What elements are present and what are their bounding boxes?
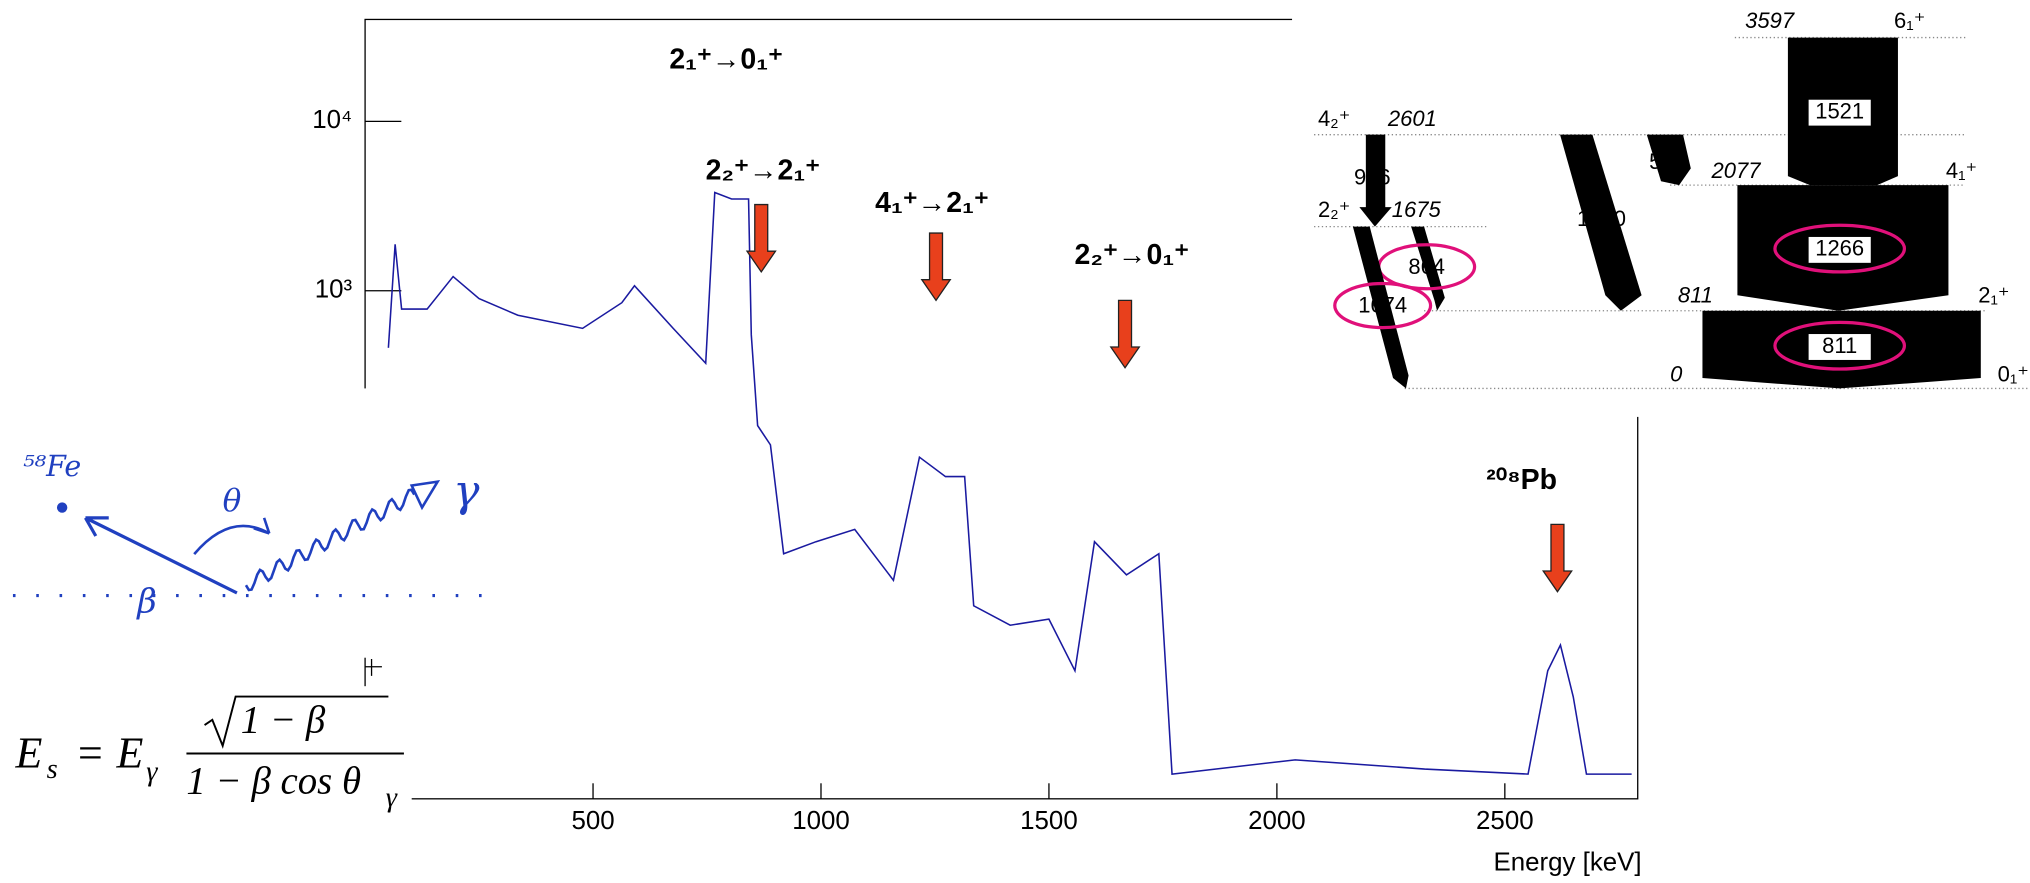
level-spin: 4₁⁺ — [1946, 158, 1977, 183]
x-tick-label: 1500 — [1020, 807, 1078, 835]
x-tick-label: 1000 — [792, 807, 850, 835]
level-spin: 6₁⁺ — [1894, 8, 1925, 33]
label-box — [1808, 99, 1871, 126]
formula-part: s — [47, 754, 58, 785]
annotation: 2₂⁺→0₁⁺ — [1075, 239, 1190, 271]
x-tick-label: 2500 — [1476, 807, 1534, 835]
transition-label: 1674 — [1358, 293, 1407, 318]
spectrum-line — [387, 191, 1632, 775]
level-energy: 2077 — [1711, 158, 1762, 183]
formula-part: = — [75, 728, 105, 777]
photon-wave — [244, 488, 416, 592]
transition-label: 1790 — [1577, 206, 1626, 231]
annotation: 2₂⁺→2₁⁺ — [706, 155, 821, 187]
formula-part: E — [116, 728, 144, 777]
transition-label: 1521 — [1815, 98, 1864, 123]
formula-part: γ — [386, 783, 398, 814]
transition — [1359, 134, 1392, 227]
axis-fragment — [365, 659, 382, 676]
arrow — [745, 203, 777, 274]
photon-head — [409, 479, 441, 511]
y-tick-label: 10³ — [315, 276, 353, 304]
level-energy: 3597 — [1745, 8, 1795, 33]
spectrum-plot: 500 1000 1500 2000 2500 10³ 10⁴ Energy [keV] 2₁⁺… — [312, 18, 1642, 876]
highlight-ring — [1333, 281, 1433, 330]
level-energy: 0 — [1670, 361, 1683, 386]
level-energy: 2601 — [1387, 106, 1437, 131]
transition-label: 864 — [1408, 254, 1445, 279]
y-tick-label: 10⁴ — [312, 106, 352, 134]
formula-part: 1 − β — [241, 699, 326, 742]
level-energy: 811 — [1678, 282, 1713, 307]
level-spin: 4₂⁺ — [1318, 106, 1350, 131]
velocity-arrow — [84, 516, 238, 595]
transition — [1352, 226, 1409, 389]
sketch-label: β — [135, 581, 156, 620]
transition-label: 1266 — [1815, 236, 1864, 261]
highlight-ring — [1773, 320, 1907, 371]
level-spin: 2₁⁺ — [1978, 282, 2009, 307]
overlays: 3597 6₁⁺ 2601 4₂⁺ 2077 4₁⁺ 1675 2₂⁺ 811 2₁⁺ 0 0₁⁺ 15… — [0, 7, 2030, 816]
formula-part: E — [15, 728, 43, 777]
panel — [0, 388, 505, 658]
transition-label: 926 — [1354, 165, 1391, 190]
annotation: ²⁰⁸Pb — [1486, 464, 1557, 496]
x-axis-label: Energy [keV] — [1493, 848, 1641, 876]
arrow — [920, 232, 952, 302]
panel — [0, 686, 412, 816]
sketch-label: θ — [223, 483, 242, 519]
level-spin: 0₁⁺ — [1998, 361, 2029, 386]
annotation: 2₁⁺→0₁⁺ — [669, 43, 783, 75]
arrow — [1541, 523, 1573, 593]
angle-arc — [193, 517, 271, 555]
arrow — [1109, 299, 1141, 369]
transition-label: 524 — [1649, 149, 1686, 174]
label-box — [1808, 236, 1871, 263]
transition — [1646, 134, 1691, 186]
formula-part: 1 − β cos θ — [186, 759, 361, 802]
x-tick-label: 500 — [571, 807, 614, 835]
formula-part: γ — [146, 757, 158, 788]
sketch-label: ⁵⁸Fe — [23, 450, 81, 483]
level-energy: 1675 — [1392, 197, 1442, 222]
sketch-label: γ — [453, 466, 480, 517]
nucleus — [56, 502, 68, 513]
annotation: 4₁⁺→2₁⁺ — [875, 187, 989, 219]
level-spin: 2₂⁺ — [1318, 197, 1350, 222]
transition-label: 811 — [1822, 333, 1857, 358]
label-box — [1808, 334, 1871, 360]
x-tick-label: 2000 — [1248, 807, 1306, 835]
sqrt-sign — [204, 695, 389, 749]
highlight-ring — [1773, 223, 1907, 274]
transition — [1560, 134, 1642, 311]
